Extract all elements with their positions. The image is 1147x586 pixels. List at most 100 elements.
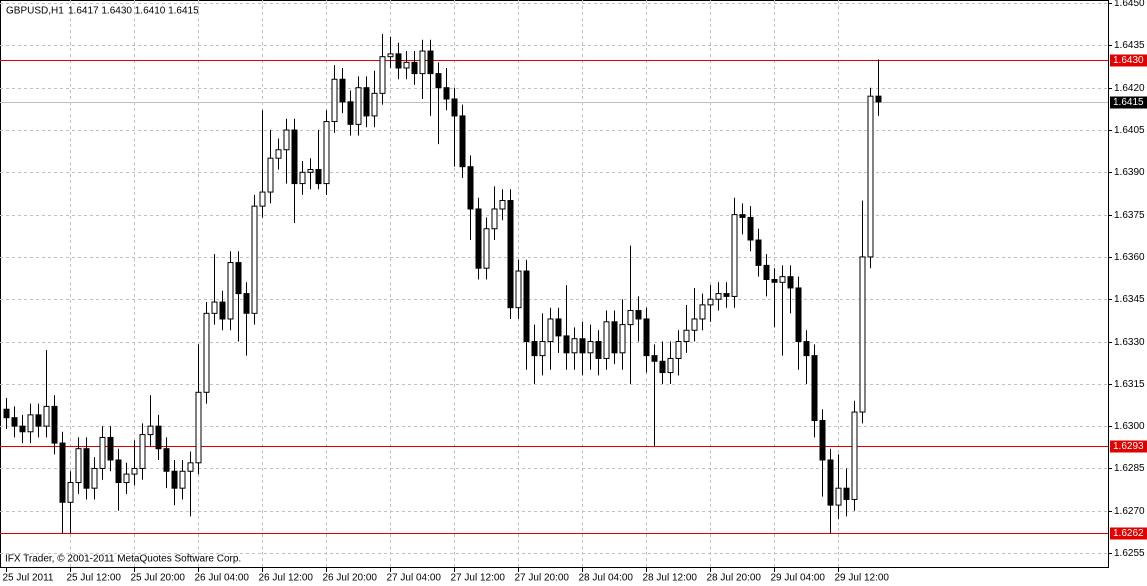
y-tick-label: 1.6285 [1114,463,1145,474]
price-label: 1.6430 [1113,55,1144,66]
candle-body [299,171,306,185]
candle-body [99,436,106,469]
y-tick-label: 1.6420 [1114,83,1145,94]
candle-body [371,92,378,117]
candle-body [243,293,250,314]
candle-body [763,264,770,280]
candle-body [819,420,826,461]
candle-body [619,324,626,354]
candle-body [827,459,834,506]
candle-body [147,425,154,436]
candle-body [395,53,402,69]
candle-body [339,78,346,103]
y-tick-label: 1.6315 [1114,379,1145,390]
candle-body [507,200,514,309]
candle-body [27,414,34,433]
candle-body [739,214,746,218]
candle-body [707,298,714,306]
candle-body [403,61,410,69]
footer: IFX Trader, © 2001-2011 MetaQuotes Softw… [5,554,241,565]
candle-body [523,270,530,343]
candle-body [771,278,778,283]
candle-body [107,436,114,461]
candle-body [667,357,674,374]
candle-body [11,417,18,427]
candle-body [755,239,762,266]
candle-body [331,78,338,123]
candle-body [283,129,290,151]
candle-body [459,115,466,168]
candle-body [699,304,706,320]
bid-label-box [1110,96,1147,109]
candle-body [627,310,634,326]
candle-body [235,262,242,295]
x-tick-label: 25 Jul 12:00 [67,573,122,584]
candle-body [419,50,426,75]
candle-body [91,467,98,489]
x-tick-label: 27 Jul 12:00 [451,573,506,584]
y-tick-label: 1.6450 [1114,0,1145,9]
candle-body [179,470,186,489]
candle-body [435,73,442,89]
candle-body [203,312,210,393]
x-tick-label: 29 Jul 04:00 [771,573,826,584]
price-label-box [1110,440,1147,453]
candle-body [355,87,362,125]
candle-body [411,61,418,75]
candle-body [347,101,354,125]
candle-body [499,200,506,210]
candle-body [323,121,330,185]
candle-body [539,341,546,357]
candle-body [787,276,794,289]
candle-body [131,467,138,475]
candle-body [475,208,482,269]
price-label-box [1110,527,1147,540]
candle-body [51,405,58,444]
candle-body [611,321,618,354]
y-tick-label: 1.6330 [1114,337,1145,348]
candle-body [275,149,282,159]
candle-body [555,318,562,337]
x-tick-label: 26 Jul 12:00 [259,573,314,584]
candle-body [155,425,162,450]
candle-body [811,355,818,422]
candle-body [307,168,314,173]
candle-body [187,462,194,472]
candle-body [603,321,610,359]
candle-body [691,318,698,331]
header-prices: 1.6417 1.6430 1.6410 1.6415 [68,6,199,17]
candle-body [251,205,258,314]
plot-frame [0,0,1109,568]
candle-body [563,335,570,354]
candle-body [67,482,74,503]
candle-body [643,318,650,357]
candle-body [171,470,178,489]
candle-body [195,391,202,464]
candle-body [571,338,578,354]
candle-body [867,95,874,258]
candle-body [291,129,298,185]
x-tick-label: 26 Jul 20:00 [323,573,378,584]
candle-body [211,301,218,314]
candle-body [451,98,458,117]
candle-body [635,310,642,320]
x-tick-label: 27 Jul 20:00 [515,573,570,584]
candle-body [723,293,730,297]
candle-body [363,87,370,117]
candle-body [579,338,586,354]
candle-body [219,301,226,320]
y-tick-label: 1.6405 [1114,125,1145,136]
y-tick-label: 1.6375 [1114,210,1145,221]
candle-body [59,442,66,503]
y-tick-label: 1.6270 [1114,506,1145,517]
y-tick-label: 1.6435 [1114,40,1145,51]
candle-body [547,318,554,343]
x-tick-label: 28 Jul 12:00 [643,573,698,584]
x-tick-label: 28 Jul 04:00 [579,573,634,584]
candle-body [531,341,538,357]
candle-body [3,408,10,419]
y-tick-label: 1.6300 [1114,421,1145,432]
candle-body [731,214,738,297]
candle-body [315,168,322,185]
